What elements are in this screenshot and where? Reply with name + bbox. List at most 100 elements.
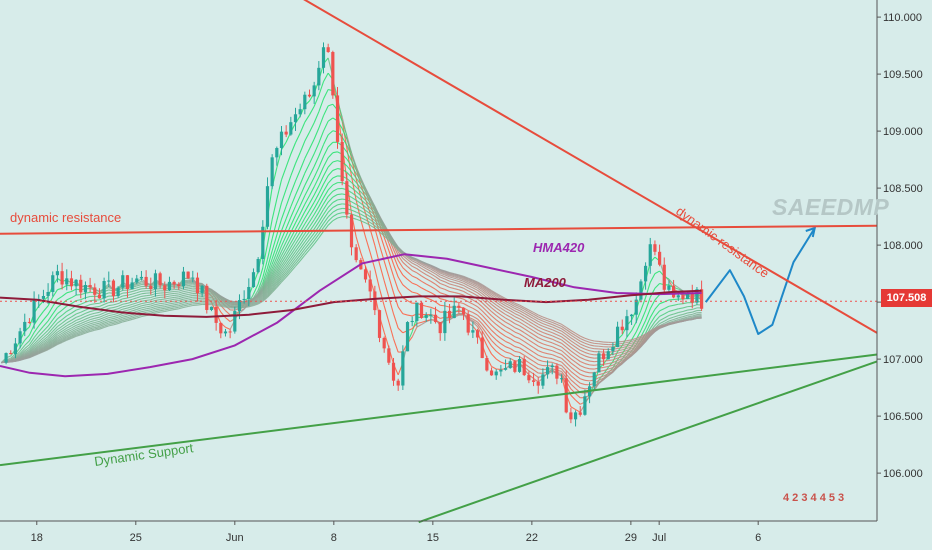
ribbon-line: [692, 315, 698, 318]
ribbon-line: [486, 333, 492, 341]
candle-body: [251, 272, 256, 287]
ribbon-line: [565, 333, 572, 339]
ribbon-line: [355, 211, 362, 215]
candle-body: [433, 314, 438, 323]
candle-body: [177, 284, 181, 287]
ribbon-line: [486, 329, 492, 336]
ribbon-line: [136, 316, 142, 319]
ribbon-line: [649, 299, 656, 310]
ribbon-line: [491, 311, 497, 316]
candle-body: [125, 275, 130, 290]
ribbon-line: [640, 340, 646, 347]
ribbon-line: [649, 327, 656, 332]
ribbon-line: [262, 292, 268, 299]
ribbon-line: [369, 222, 376, 227]
ribbon-line: [528, 324, 534, 328]
ribbon-line: [444, 305, 450, 308]
ribbon-line: [332, 217, 338, 222]
ribbon-line: [304, 239, 310, 246]
ribbon-line: [649, 321, 656, 329]
ribbon-line: [131, 304, 137, 308]
brand-mark-icon: 4 2 3 4 4 5 3: [783, 492, 845, 504]
ribbon-line: [257, 296, 264, 301]
ribbon-line: [220, 298, 226, 302]
ribbon-line: [262, 282, 268, 291]
ribbon-line: [94, 311, 100, 314]
candle-body: [237, 300, 242, 312]
ribbon-line: [294, 152, 301, 164]
ribbon-line: [454, 279, 460, 283]
ribbon-line: [61, 284, 68, 289]
ribbon-line: [360, 213, 366, 218]
ribbon-line: [533, 342, 539, 347]
ribbon-line: [281, 251, 287, 260]
ribbon-line: [477, 306, 483, 312]
ribbon-line: [631, 341, 637, 344]
ribbon-line: [85, 326, 91, 330]
ribbon-line: [136, 298, 142, 301]
ribbon-line: [155, 304, 161, 307]
ribbon-line: [33, 338, 40, 345]
ribbon-line: [280, 241, 287, 252]
ribbon-line: [645, 282, 651, 298]
ribbon-line: [584, 379, 590, 382]
ribbon-line: [570, 358, 576, 363]
ribbon-line: [542, 323, 548, 326]
ribbon-line: [505, 307, 511, 312]
ribbon-line: [71, 332, 77, 336]
ribbon-line: [383, 231, 390, 238]
trendlines[interactable]: [0, 0, 878, 524]
ribbon-line: [374, 208, 380, 217]
ribbon-line: [309, 232, 315, 240]
ribbon-line: [276, 259, 282, 269]
ribbon-line: [225, 306, 231, 309]
ribbon-line: [575, 374, 581, 380]
ribbon-line: [52, 340, 58, 345]
ribbon-line: [365, 216, 371, 221]
ribbon-line: [80, 332, 86, 336]
candle-body: [88, 285, 92, 288]
ribbon-line: [146, 299, 151, 301]
ribbon-line: [528, 327, 534, 332]
ribbon-line: [435, 268, 441, 273]
ribbon-line: [603, 365, 609, 369]
ribbon-line: [411, 258, 418, 262]
ribbon-line: [514, 350, 520, 353]
ribbon-line: [127, 315, 133, 319]
ribbon-line: [397, 306, 404, 315]
ribbon-line: [10, 360, 16, 363]
ribbon-line: [19, 348, 26, 354]
ribbon-line: [351, 187, 357, 193]
ribbon-line: [225, 304, 231, 307]
ribbon-line: [164, 297, 170, 300]
ribbon-line: [89, 323, 95, 327]
ribbon-line: [169, 307, 175, 310]
ribbon-line: [183, 304, 189, 307]
ribbon-line: [66, 327, 72, 331]
ribbon-line: [486, 289, 492, 294]
ribbon-line: [622, 349, 628, 353]
ribbon-line: [491, 292, 497, 297]
ribbon-line: [29, 355, 35, 359]
ribbon-line: [570, 370, 576, 376]
ribbon-line: [355, 173, 362, 182]
ribbon-line: [285, 232, 292, 243]
ribbon-line: [304, 221, 310, 230]
ribbon-line: [71, 319, 77, 324]
candle-body: [247, 286, 251, 299]
candle-body: [23, 321, 27, 332]
ribbon-line: [216, 304, 221, 307]
ribbon-line: [514, 341, 520, 344]
ribbon-line: [262, 259, 269, 278]
ribbon-line: [248, 300, 254, 303]
ribbon-line: [61, 337, 68, 341]
ribbon-line: [635, 341, 642, 346]
ribbon-line: [593, 383, 600, 390]
ribbon-line: [491, 315, 497, 321]
ribbon-line: [449, 280, 455, 283]
ribbon-line: [244, 301, 249, 304]
ribbon-line: [24, 346, 30, 352]
ribbon-line: [640, 310, 647, 322]
ribbon-line: [537, 329, 544, 333]
